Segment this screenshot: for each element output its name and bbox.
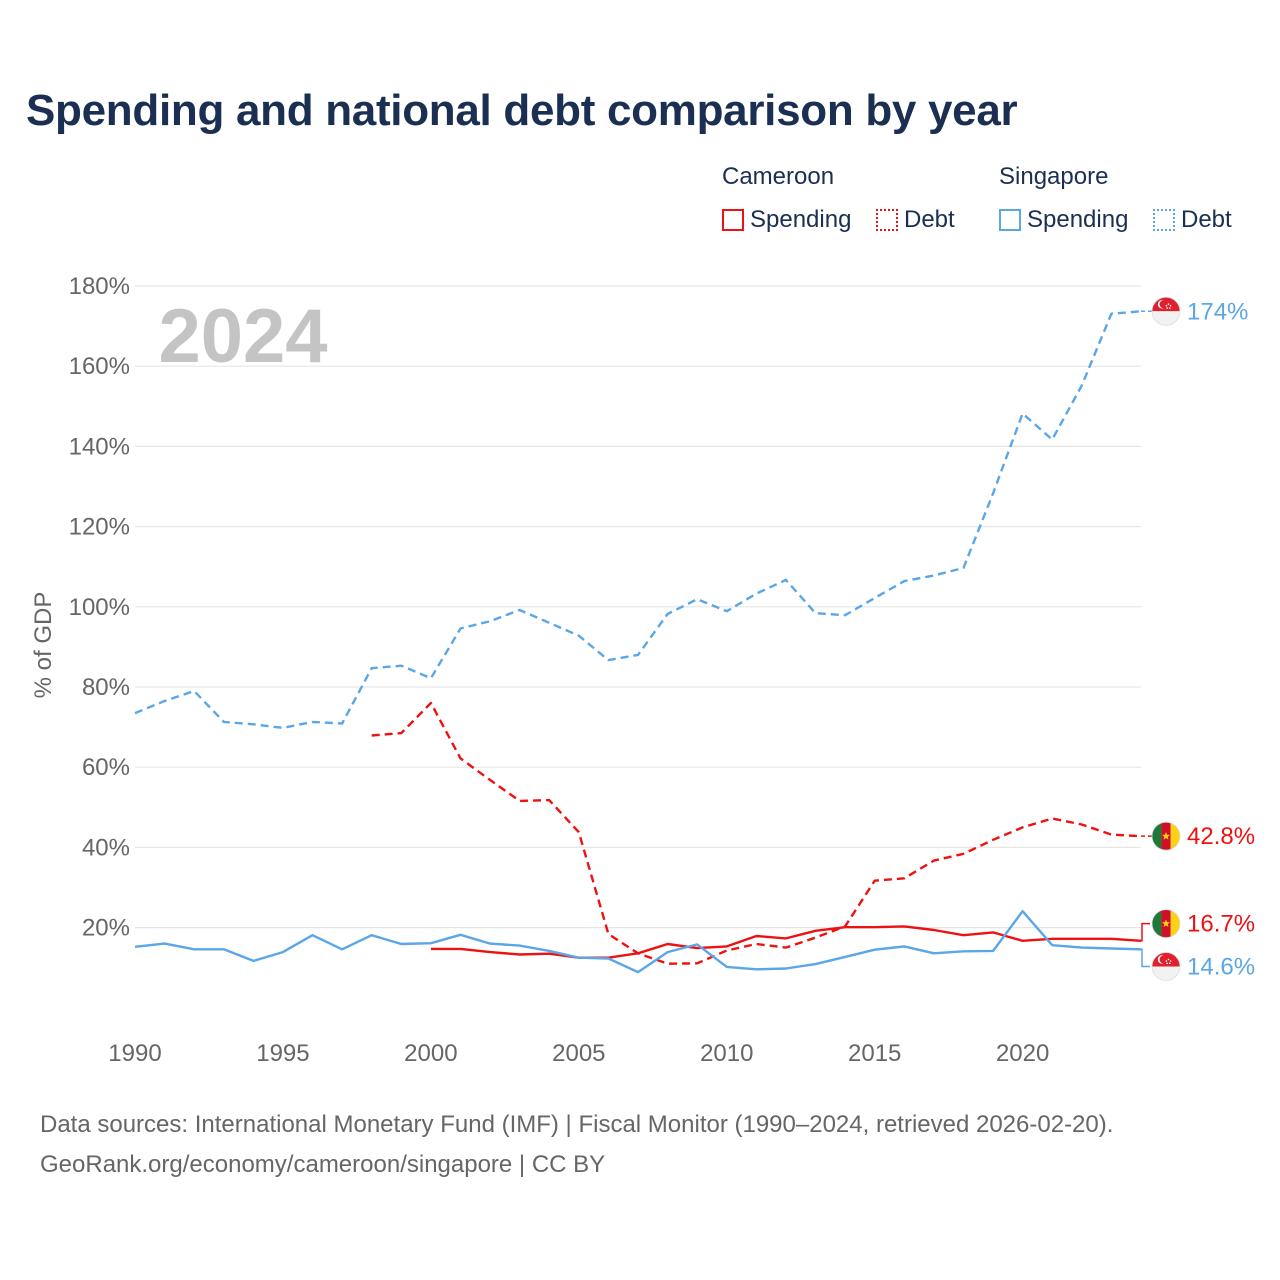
x-tick-label: 2005	[552, 1040, 605, 1067]
legend-item-cameroon-spending[interactable]: Spending	[722, 206, 851, 234]
y-axis-label: % of GDP	[30, 592, 57, 699]
x-axis: 1990 1995 2000 2005 2010 2015 2020	[108, 1040, 1049, 1067]
end-labels: 174% 42.8% 16.7% 14.6%	[1141, 296, 1255, 981]
x-tick-label: 2010	[700, 1040, 753, 1067]
series-line-sg_spend[interactable]	[134, 910, 1142, 974]
y-tick-label: 80%	[82, 674, 130, 701]
x-tick-label: 1990	[108, 1040, 161, 1067]
y-tick-label: 60%	[82, 754, 130, 781]
singapore-flag-icon	[1151, 952, 1181, 981]
y-tick-label: 40%	[82, 834, 130, 861]
attribution-link[interactable]: GeoRank.org/economy/cameroon/singapore |…	[40, 1151, 606, 1178]
legend-label: Spending	[1027, 206, 1129, 233]
series-lines	[134, 310, 1142, 974]
legend-item-singapore-spending[interactable]: Spending	[999, 206, 1128, 234]
y-tick-label: 20%	[82, 915, 130, 942]
cameroon-flag-icon	[1151, 821, 1181, 851]
x-tick-label: 1995	[256, 1040, 309, 1067]
legend-label: Spending	[750, 206, 852, 233]
solid-swatch-icon	[722, 209, 744, 231]
connector-cm_spend	[1141, 922, 1150, 942]
grid	[135, 285, 1141, 929]
y-tick-label: 140%	[69, 433, 130, 460]
legend-item-singapore-debt[interactable]: Debt	[1153, 206, 1232, 234]
y-tick-label: 100%	[69, 594, 130, 621]
x-tick-label: 2000	[404, 1040, 457, 1067]
data-source-note: Data sources: International Monetary Fun…	[40, 1111, 1114, 1138]
y-tick-label: 160%	[69, 353, 130, 380]
year-watermark: 2024	[158, 294, 327, 379]
legend-label: Debt	[904, 206, 955, 233]
end-value-label: 174%	[1187, 298, 1248, 325]
legend-country-cameroon: Cameroon	[722, 163, 835, 190]
chart-title: Spending and national debt comparison by…	[26, 86, 1018, 135]
series-line-sg_debt[interactable]	[134, 310, 1142, 730]
y-tick-label: 180%	[69, 273, 130, 300]
legend-country-singapore: Singapore	[999, 163, 1109, 190]
cameroon-flag-icon	[1151, 909, 1181, 938]
series-line-cm_spend[interactable]	[430, 925, 1142, 959]
solid-swatch-icon	[999, 209, 1021, 231]
singapore-flag-icon	[1151, 296, 1181, 326]
y-tick-label: 120%	[69, 514, 130, 541]
end-value-label: 42.8%	[1187, 823, 1255, 850]
legend-label: Debt	[1181, 206, 1232, 233]
y-axis: 20% 40% 60% 80% 100% 120% 140% 160% 180%	[69, 273, 130, 942]
end-value-label: 16.7%	[1187, 911, 1255, 938]
x-tick-label: 2015	[848, 1040, 901, 1067]
dotted-swatch-icon	[1153, 209, 1175, 231]
end-value-label: 14.6%	[1187, 953, 1255, 980]
dotted-swatch-icon	[876, 209, 898, 231]
line-chart: 20%40%60%80%100%120%140%160%180% 1990 199…	[30, 273, 1255, 1067]
x-tick-label: 2020	[996, 1040, 1049, 1067]
connector-sg_spend	[1141, 948, 1150, 968]
legend-item-cameroon-debt[interactable]: Debt	[876, 206, 955, 234]
footer: Data sources: International Monetary Fun…	[40, 1105, 1113, 1185]
series-line-cm_debt[interactable]	[371, 701, 1142, 965]
